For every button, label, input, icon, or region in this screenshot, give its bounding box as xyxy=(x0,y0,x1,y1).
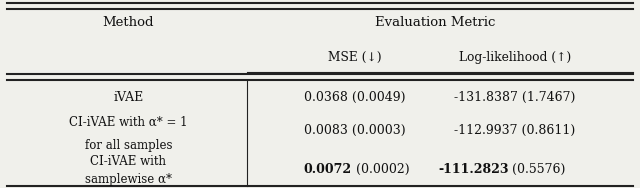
Text: -111.2823: -111.2823 xyxy=(438,163,508,176)
Text: 0.0083 (0.0003): 0.0083 (0.0003) xyxy=(304,124,406,137)
Text: Log-likelihood (↑): Log-likelihood (↑) xyxy=(459,51,571,64)
Text: CI-iVAE with: CI-iVAE with xyxy=(90,155,166,168)
Text: MSE (↓): MSE (↓) xyxy=(328,51,382,64)
Text: CI-iVAE with α* = 1: CI-iVAE with α* = 1 xyxy=(69,116,188,129)
Text: -112.9937 (0.8611): -112.9937 (0.8611) xyxy=(454,124,575,137)
Text: for all samples: for all samples xyxy=(84,139,172,152)
Text: Method: Method xyxy=(102,16,154,29)
Text: -131.8387 (1.7467): -131.8387 (1.7467) xyxy=(454,91,575,104)
Text: 0.0368 (0.0049): 0.0368 (0.0049) xyxy=(305,91,406,104)
Text: (0.5576): (0.5576) xyxy=(508,163,566,176)
Text: Evaluation Metric: Evaluation Metric xyxy=(375,16,495,29)
Text: (0.0002): (0.0002) xyxy=(352,163,410,176)
Text: iVAE: iVAE xyxy=(113,91,143,104)
Text: 0.0072: 0.0072 xyxy=(304,163,352,176)
Text: samplewise α*: samplewise α* xyxy=(85,173,172,186)
